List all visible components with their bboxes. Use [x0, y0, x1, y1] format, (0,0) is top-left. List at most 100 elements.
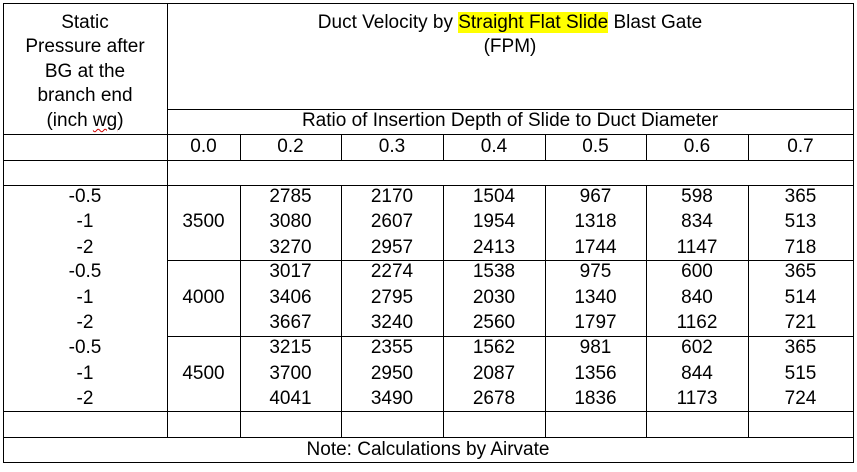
value-cell: 3215	[269, 337, 312, 358]
value-cell: 3490	[370, 388, 414, 409]
pressure-cell: -0.5	[68, 186, 102, 207]
title-suffix: Blast Gate	[608, 12, 703, 33]
value-cell: 2795	[370, 287, 414, 308]
value-cell: 2170	[370, 186, 414, 207]
value-cell: 718	[784, 237, 817, 258]
value-cell: 967	[579, 186, 612, 207]
value-cell: 1744	[574, 237, 617, 258]
value-cell: 721	[784, 312, 817, 333]
grid-line	[3, 160, 854, 161]
value-cell: 1797	[574, 312, 617, 333]
left-header-line: Static	[61, 12, 109, 33]
value-cell: 2413	[472, 237, 516, 258]
table-border-right	[853, 3, 854, 463]
value-cell: 2678	[472, 388, 516, 409]
pressure-cell: -1	[76, 363, 94, 384]
subheader: Ratio of Insertion Depth of Slide to Duc…	[301, 110, 719, 131]
pressure-cell: -0.5	[68, 337, 102, 358]
value-cell: 1504	[472, 186, 516, 207]
ratio-header: 0.7	[787, 136, 814, 157]
unit-close: )	[117, 110, 124, 131]
value-cell: 3667	[269, 312, 312, 333]
grid-line	[3, 437, 854, 438]
value-cell: 3700	[269, 363, 312, 384]
value-cell: 2950	[370, 363, 414, 384]
pressure-cell: -2	[76, 237, 94, 258]
table-border-left	[3, 3, 4, 463]
grid-line	[240, 185, 241, 438]
value-cell: 515	[784, 363, 817, 384]
grid-line	[545, 134, 546, 161]
unit-word: wg	[92, 110, 118, 131]
left-header-line: BG at the	[44, 61, 126, 82]
ratio-header: 0.0	[190, 136, 217, 157]
velocity-cell: 3500	[182, 211, 225, 232]
ratio-header: 0.4	[480, 136, 508, 157]
value-cell: 844	[681, 363, 713, 384]
value-cell: 4041	[269, 388, 312, 409]
grid-line	[240, 134, 241, 161]
value-cell: 598	[681, 186, 713, 207]
pressure-cell: -1	[76, 211, 94, 232]
title-highlight: Straight Flat Slide	[458, 12, 609, 33]
left-header-unit: (inch wg)	[3, 109, 167, 133]
grid-line	[167, 336, 854, 337]
ratio-header: 0.5	[582, 136, 609, 157]
ratio-header: 0.6	[683, 136, 711, 157]
table-note: Note: Calculations by Airvate	[306, 439, 550, 460]
value-cell: 1318	[574, 211, 617, 232]
value-cell: 981	[579, 337, 612, 358]
value-cell: 1340	[574, 287, 617, 308]
value-cell: 2785	[269, 186, 312, 207]
grid-line	[748, 134, 749, 161]
grid-line	[167, 3, 168, 438]
value-cell: 3270	[269, 237, 312, 258]
value-cell: 724	[784, 388, 817, 409]
value-cell: 1562	[472, 337, 516, 358]
value-cell: 365	[784, 186, 817, 207]
value-cell: 2355	[370, 337, 414, 358]
grid-line	[443, 185, 444, 438]
value-cell: 834	[681, 211, 713, 232]
table-border-bottom	[3, 462, 854, 463]
value-cell: 2607	[370, 211, 414, 232]
value-cell: 3406	[269, 287, 312, 308]
title-prefix: Duct Velocity by	[317, 12, 459, 33]
value-cell: 514	[784, 287, 817, 308]
value-cell: 2087	[472, 363, 516, 384]
title-unit: (FPM)	[483, 36, 537, 57]
value-cell: 975	[579, 261, 612, 282]
value-cell: 1173	[676, 388, 718, 409]
value-cell: 1147	[676, 237, 718, 258]
table-title: Duct Velocity by Straight Flat Slide Bla…	[167, 11, 853, 35]
grid-line	[748, 185, 749, 438]
grid-line	[646, 185, 647, 438]
value-cell: 1162	[676, 312, 718, 333]
pressure-cell: -2	[76, 388, 94, 409]
pressure-cell: -2	[76, 312, 94, 333]
value-cell: 600	[681, 261, 713, 282]
ratio-header: 0.2	[277, 136, 304, 157]
velocity-cell: 4500	[182, 363, 225, 384]
value-cell: 3240	[370, 312, 414, 333]
value-cell: 513	[784, 211, 817, 232]
grid-line	[341, 134, 342, 161]
value-cell: 2274	[370, 261, 414, 282]
left-header-line: branch end	[37, 85, 133, 106]
value-cell: 2957	[370, 237, 414, 258]
table-border-top	[3, 3, 854, 4]
grid-line	[167, 109, 854, 110]
value-cell: 602	[681, 337, 713, 358]
pressure-cell: -0.5	[68, 261, 102, 282]
grid-line	[3, 134, 854, 135]
grid-line	[3, 411, 854, 412]
value-cell: 1356	[574, 363, 617, 384]
grid-line	[3, 185, 854, 186]
grid-line	[167, 260, 854, 261]
grid-line	[443, 134, 444, 161]
value-cell: 1538	[472, 261, 516, 282]
unit-open: (inch	[46, 110, 93, 131]
grid-line	[545, 185, 546, 438]
value-cell: 1836	[574, 388, 617, 409]
